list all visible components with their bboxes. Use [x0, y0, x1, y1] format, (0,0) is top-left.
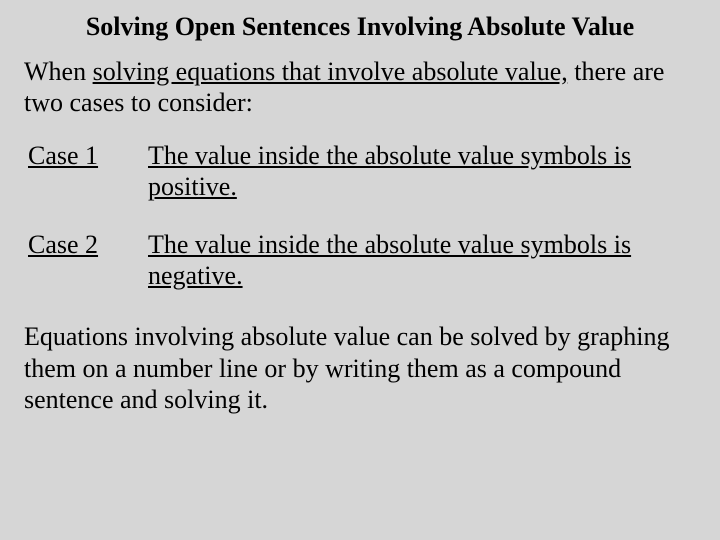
case-label: Case 2	[28, 229, 138, 291]
case-description: The value inside the absolute value symb…	[148, 229, 692, 291]
case-label: Case 1	[28, 140, 138, 202]
slide: Solving Open Sentences Involving Absolut…	[0, 0, 720, 540]
intro-paragraph: When solving equations that involve abso…	[24, 56, 696, 118]
case-description: The value inside the absolute value symb…	[148, 140, 692, 202]
cases-list: Case 1 The value inside the absolute val…	[24, 140, 696, 291]
page-title: Solving Open Sentences Involving Absolut…	[24, 12, 696, 42]
intro-underlined: solving equations that involve absolute …	[93, 57, 568, 86]
intro-prefix: When	[24, 57, 93, 86]
outro-paragraph: Equations involving absolute value can b…	[24, 321, 696, 416]
